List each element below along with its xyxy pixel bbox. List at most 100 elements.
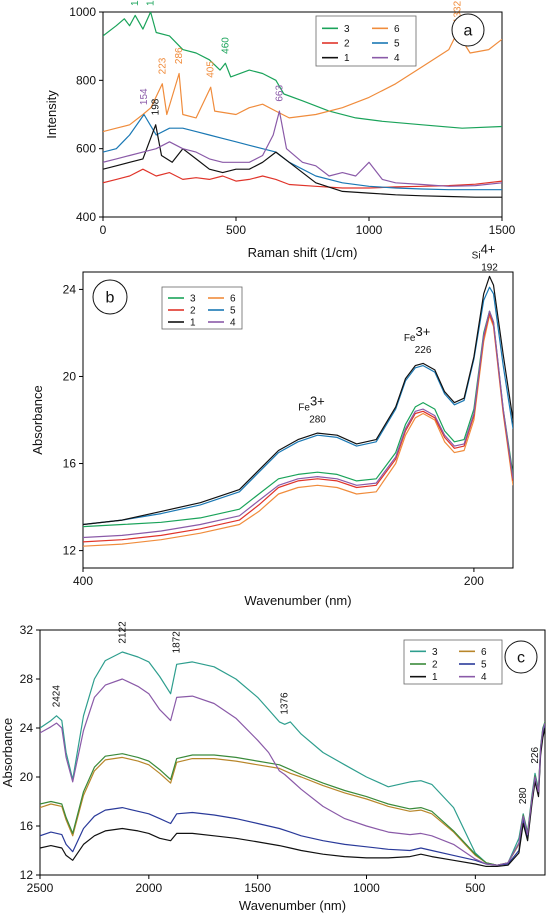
y-tick-label: 32 xyxy=(20,623,34,637)
legend-label: 5 xyxy=(230,306,236,317)
legend-box xyxy=(403,639,503,685)
panel-a: 0 500 1000 1500 400 600 800 1000 Raman shift (1/… xyxy=(44,0,516,260)
series-line-4 xyxy=(40,678,545,866)
y-axis-title: Absorbance xyxy=(0,718,15,787)
y-tick-label: 600 xyxy=(76,142,96,156)
annotation-ion: Si4+ xyxy=(472,241,496,261)
legend-label: 4 xyxy=(394,53,400,64)
legend-label: 3 xyxy=(432,647,438,658)
x-tick-label: 0 xyxy=(100,223,107,237)
panel-tag-circle xyxy=(504,640,538,674)
annotation-label: 2424 xyxy=(52,685,63,708)
x-tick-label: 1000 xyxy=(356,223,383,237)
legend-label: 2 xyxy=(190,306,196,317)
series-line-3 xyxy=(103,12,502,129)
y-tick-label: 16 xyxy=(63,457,77,471)
series-line-3 xyxy=(83,310,513,528)
y-tick-label: 12 xyxy=(63,544,77,558)
annotation-label: 663 xyxy=(274,85,285,102)
series-line-1 xyxy=(103,124,502,198)
y-tick-label: 1000 xyxy=(69,5,96,19)
legend-label: 2 xyxy=(432,660,438,671)
annotation-label: 1332 xyxy=(452,0,463,23)
panel-tag-circle xyxy=(451,13,485,47)
legend-label: 6 xyxy=(394,24,400,35)
series-line-6 xyxy=(103,31,502,133)
x-tick-label: 400 xyxy=(73,574,93,588)
annotation-label: 460 xyxy=(220,37,231,54)
legend-label: 3 xyxy=(190,294,196,305)
series-line-6 xyxy=(40,722,545,866)
y-tick-label: 800 xyxy=(76,73,96,87)
y-tick-label: 24 xyxy=(63,282,77,296)
x-tick-label: 1000 xyxy=(353,881,380,895)
x-axis-title: Wavenumber (nm) xyxy=(244,593,351,608)
panel-c: 2500 2000 1500 1000 500121620242832Wavenumbe… xyxy=(0,621,546,913)
y-tick-label: 20 xyxy=(20,770,34,784)
x-axis-title: Wavenumber (nm) xyxy=(239,898,346,913)
x-tick-label: 500 xyxy=(465,881,485,895)
series-line-4 xyxy=(83,310,513,539)
x-tick-label: 500 xyxy=(226,223,246,237)
y-tick-label: 16 xyxy=(20,819,34,833)
x-tick-label: 1500 xyxy=(244,881,271,895)
panel-tag-label: c xyxy=(517,650,525,667)
annotation-label: 1376 xyxy=(280,692,291,715)
x-tick-label: 2500 xyxy=(27,881,54,895)
series-line-4 xyxy=(103,110,502,187)
panel-tag-label: b xyxy=(106,290,115,307)
legend-label: 4 xyxy=(481,672,487,683)
annotation-label: 154 xyxy=(139,88,150,105)
y-axis-title: Intensity xyxy=(44,90,59,139)
series-line-5 xyxy=(103,113,502,191)
legend-box xyxy=(315,15,417,67)
panel-tag-circle xyxy=(92,279,128,315)
y-tick-label: 12 xyxy=(20,868,34,882)
y-axis-title: Absorbance xyxy=(30,385,45,454)
annotation-label: 179 xyxy=(146,0,157,6)
series-group xyxy=(83,275,513,547)
plot-frame xyxy=(39,629,546,876)
legend-label: 6 xyxy=(481,647,487,658)
y-tick-label: 24 xyxy=(20,721,34,735)
plot-frame xyxy=(102,11,503,218)
panel-tag-label: a xyxy=(464,23,473,40)
annotation-value: 280 xyxy=(309,415,326,426)
annotation-label: 198 xyxy=(151,98,162,115)
annotation-label: 121 xyxy=(130,0,141,6)
legend-label: 3 xyxy=(344,24,350,35)
x-axis-title: Raman shift (1/cm) xyxy=(248,245,358,260)
annotation-value: 226 xyxy=(415,345,432,356)
y-tick-label: 20 xyxy=(63,369,77,383)
series-line-2 xyxy=(40,721,545,866)
x-tick-label: 2000 xyxy=(135,881,162,895)
annotation-label: 286 xyxy=(174,47,185,64)
series-group xyxy=(103,12,502,198)
legend-label: 5 xyxy=(394,39,400,50)
annotation-label: 1872 xyxy=(172,631,183,654)
series-line-2 xyxy=(83,312,513,543)
y-tick-label: 28 xyxy=(20,672,34,686)
legend-label: 1 xyxy=(344,53,350,64)
legend-label: 1 xyxy=(190,318,196,329)
legend-label: 1 xyxy=(432,672,438,683)
series-line-5 xyxy=(83,286,513,526)
legend-label: 2 xyxy=(344,39,350,50)
annotation-label: 280 xyxy=(518,787,529,804)
x-tick-label: 1500 xyxy=(489,223,516,237)
annotation-ion: Fe3+ xyxy=(404,324,431,344)
annotation-label: 223 xyxy=(157,57,168,74)
legend-label: 6 xyxy=(230,294,236,305)
y-tick-label: 400 xyxy=(76,210,96,224)
series-line-6 xyxy=(83,314,513,547)
annotation-label: 405 xyxy=(206,61,217,78)
series-line-1 xyxy=(40,727,545,867)
legend-label: 5 xyxy=(481,660,487,671)
annotation-label: 226 xyxy=(530,747,541,764)
legend-label: 4 xyxy=(230,318,236,329)
series-line-5 xyxy=(40,725,545,866)
x-tick-label: 200 xyxy=(464,574,484,588)
annotation-ion: Fe3+ xyxy=(298,394,325,414)
